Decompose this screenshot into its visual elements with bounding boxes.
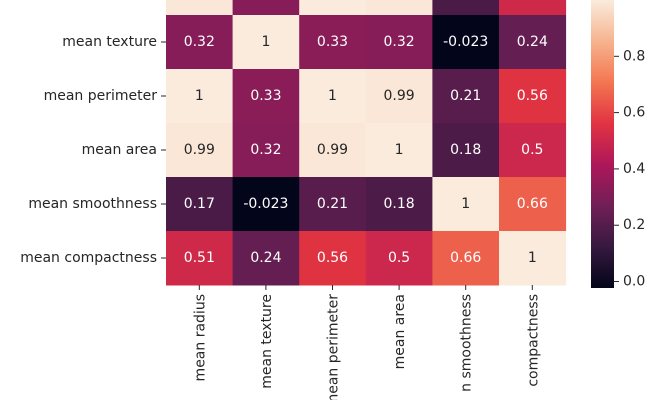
cell-value-label: 0.17 [184, 196, 215, 212]
cell-value-label: 0.99 [184, 142, 215, 158]
heatmap-cell [232, 177, 300, 232]
cell-value-label: 0.18 [450, 142, 481, 158]
heatmap-cell [166, 231, 234, 286]
heatmap-cell [365, 15, 433, 70]
x-tick-label: mean radius [192, 294, 208, 381]
heatmap-cell [499, 177, 567, 232]
cell-value-label: 1 [195, 88, 204, 104]
heatmap-cell [432, 177, 500, 232]
heatmap-cell [365, 123, 433, 178]
cell-value-label: 0.24 [250, 250, 281, 266]
y-tick-label: mean perimeter [44, 88, 158, 104]
heatmap-cell [299, 15, 367, 70]
cell-value-label: 0.18 [384, 196, 415, 212]
y-axis: mean texture mean perimeter mean area mean … [20, 34, 166, 266]
cell-value-label: 0.56 [317, 250, 348, 266]
cell-value-label: 0.51 [184, 250, 215, 266]
colorbar-tick-label: 0.0 [623, 274, 645, 290]
colorbar-tick-label: 0.8 [623, 48, 645, 64]
heatmap-cell-labels: 0.32 1 0.33 0.32 -0.023 0.24 1 0.33 1 0.99 0.21 0.5… [184, 34, 548, 266]
cell-value-label: 0.32 [250, 142, 281, 158]
heatmap-cell-partial [432, 0, 500, 15]
heatmap-cell [432, 69, 500, 124]
heatmap-cells [166, 0, 567, 286]
y-tick-label: mean area [82, 142, 157, 158]
heatmap-cell [432, 123, 500, 178]
heatmap-cell [232, 69, 300, 124]
heatmap-cell [432, 231, 500, 286]
heatmap-cell [499, 231, 567, 286]
x-tick-label: mean perimeter [326, 294, 342, 400]
heatmap-cell-partial [166, 0, 234, 15]
cell-value-label: 0.66 [450, 250, 481, 266]
heatmap-cell [232, 231, 300, 286]
heatmap-cell-partial [232, 0, 300, 15]
heatmap-cell-partial [499, 0, 567, 15]
heatmap-cell [365, 231, 433, 286]
heatmap-cell [365, 177, 433, 232]
heatmap-cell [299, 177, 367, 232]
colorbar-gradient [591, 0, 614, 288]
heatmap-cell [166, 177, 234, 232]
heatmap-cell [299, 231, 367, 286]
heatmap-cell [166, 123, 234, 178]
heatmap-cell [299, 123, 367, 178]
heatmap-cell [232, 15, 300, 70]
cell-value-label: 1 [528, 250, 537, 266]
x-tick-label: mean texture [259, 294, 275, 389]
cell-value-label: 1 [395, 142, 404, 158]
cell-value-label: 0.21 [317, 196, 348, 212]
cell-value-label: 0.33 [317, 34, 348, 50]
cell-value-label: -0.023 [443, 34, 488, 50]
heatmap-cell [499, 123, 567, 178]
colorbar-tick-label: 0.4 [623, 161, 645, 177]
cell-value-label: 0.5 [521, 142, 543, 158]
cell-value-label: 0.24 [517, 34, 548, 50]
cell-value-label: 0.5 [388, 250, 410, 266]
cell-value-label: 1 [261, 34, 270, 50]
x-tick-label: mean area [392, 294, 408, 369]
heatmap-cell-partial [299, 0, 367, 15]
cell-value-label: -0.023 [243, 196, 288, 212]
cell-value-label: 1 [461, 196, 470, 212]
colorbar-tick-label: 0.6 [623, 105, 645, 121]
heatmap-cell [166, 69, 234, 124]
cell-value-label: 0.21 [450, 88, 481, 104]
heatmap-cell [432, 15, 500, 70]
colorbar: 0.0 0.2 0.4 0.6 0.8 [591, 0, 645, 290]
y-tick-label: mean texture [62, 34, 157, 50]
cell-value-label: 0.32 [184, 34, 215, 50]
x-tick-label: n smoothness [459, 294, 475, 392]
heatmap-cell [365, 69, 433, 124]
cell-value-label: 0.99 [317, 142, 348, 158]
heatmap-cell [232, 123, 300, 178]
cell-value-label: 1 [328, 88, 337, 104]
heatmap-cell [166, 15, 234, 70]
colorbar-tick-label: 0.2 [623, 217, 645, 233]
heatmap-cell [299, 69, 367, 124]
y-tick-label: mean smoothness [28, 196, 157, 212]
cell-value-label: 0.56 [517, 88, 548, 104]
y-tick-label: mean compactness [20, 250, 157, 266]
x-axis: mean radius mean texture mean perimeter mea… [192, 285, 541, 400]
cell-value-label: 0.99 [384, 88, 415, 104]
heatmap-cell [499, 69, 567, 124]
cell-value-label: 0.33 [250, 88, 281, 104]
x-tick-label: compactness [525, 294, 541, 387]
heatmap-cell [499, 15, 567, 70]
cell-value-label: 0.66 [517, 196, 548, 212]
cell-value-label: 0.32 [384, 34, 415, 50]
heatmap-cell-partial [365, 0, 433, 15]
